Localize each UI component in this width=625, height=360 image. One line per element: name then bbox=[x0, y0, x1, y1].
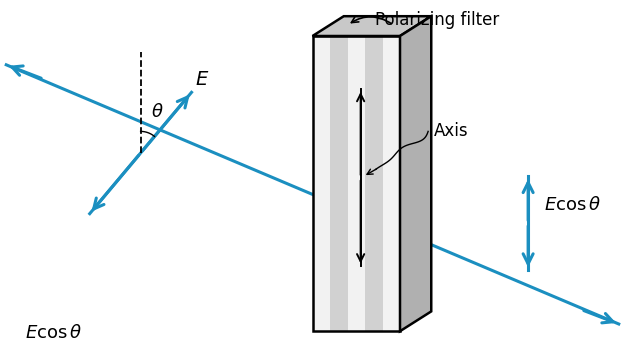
Polygon shape bbox=[312, 36, 330, 331]
Polygon shape bbox=[312, 16, 431, 36]
Text: E: E bbox=[195, 70, 208, 89]
Polygon shape bbox=[330, 36, 348, 331]
Polygon shape bbox=[400, 16, 431, 331]
Polygon shape bbox=[365, 36, 382, 331]
Text: $E\cos\theta$: $E\cos\theta$ bbox=[544, 196, 601, 214]
Text: θ: θ bbox=[151, 103, 162, 121]
Polygon shape bbox=[348, 36, 365, 331]
Polygon shape bbox=[382, 36, 400, 331]
Text: Polarizing filter: Polarizing filter bbox=[375, 11, 499, 29]
Text: $E\cos\theta$: $E\cos\theta$ bbox=[25, 324, 82, 342]
Text: Axis: Axis bbox=[434, 122, 469, 140]
